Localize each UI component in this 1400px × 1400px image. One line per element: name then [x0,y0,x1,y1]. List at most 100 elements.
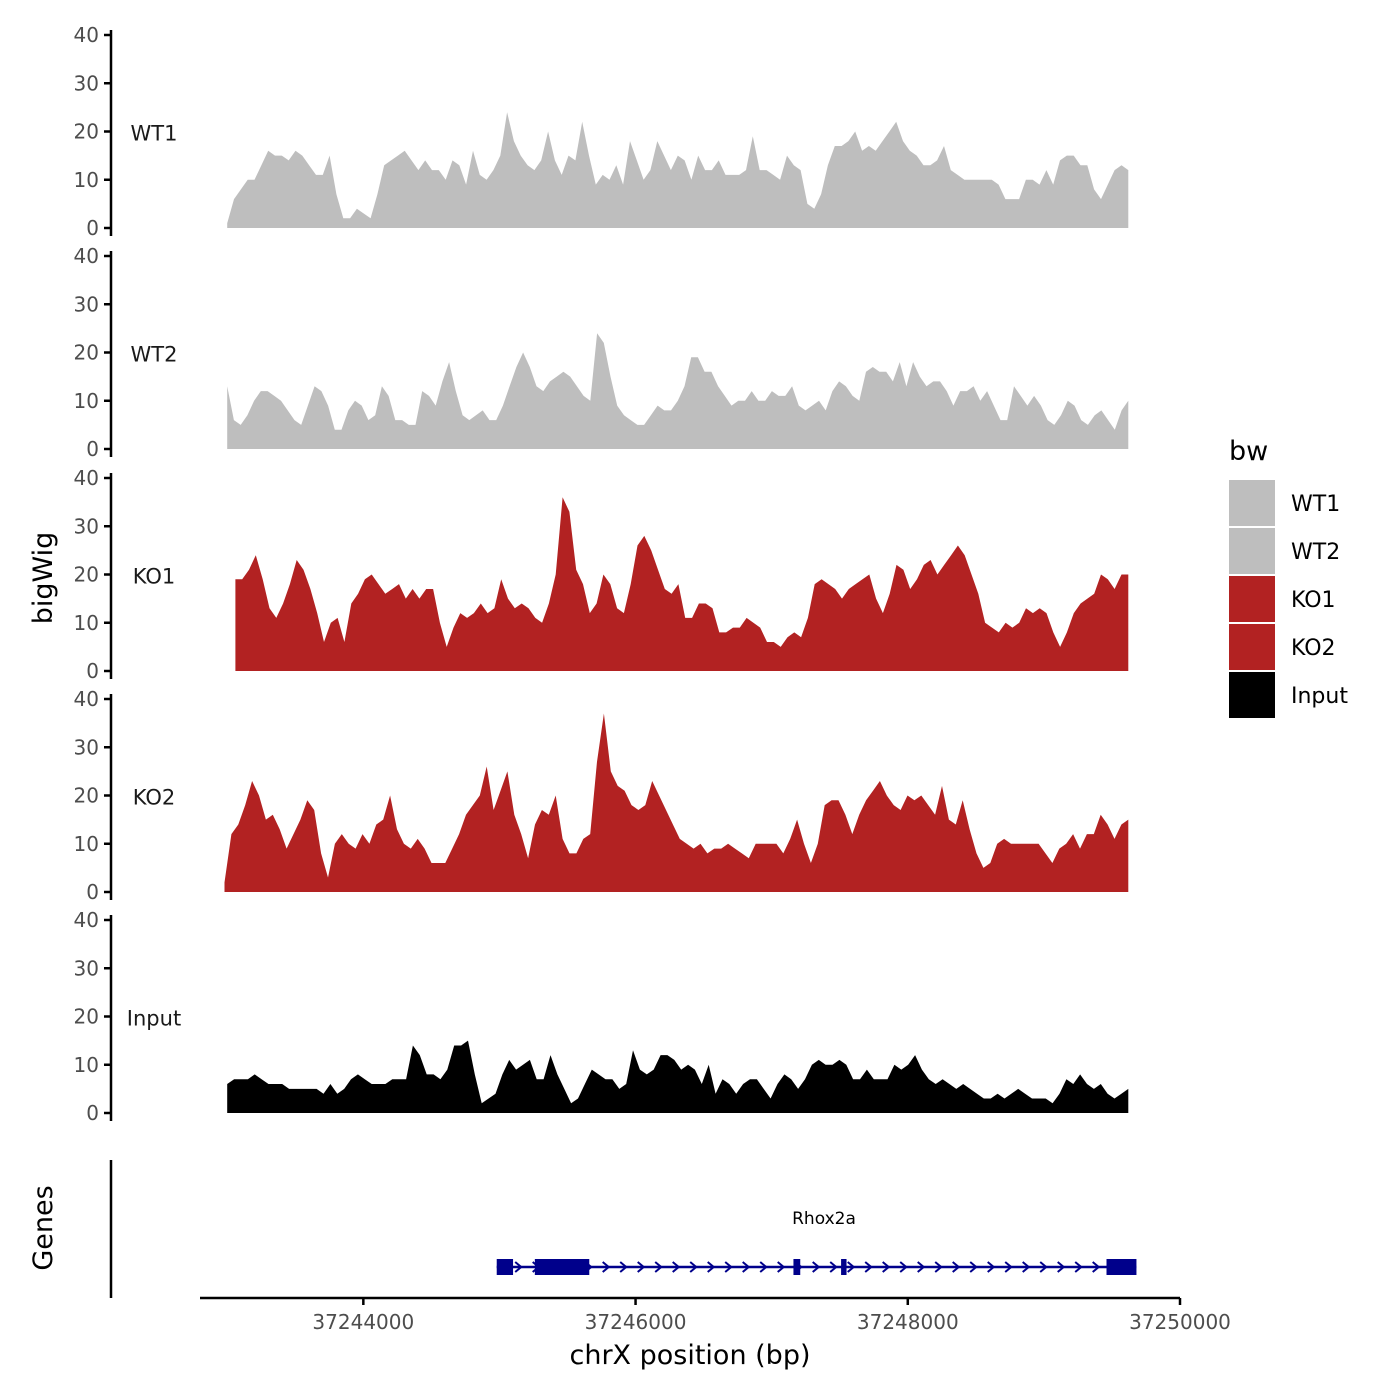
signal-area-wt1 [227,112,1129,228]
y-tick-label: 0 [86,437,99,461]
y-tick-label: 20 [74,341,99,365]
legend-swatch-ko2 [1229,624,1275,670]
strand-arrow [707,1261,716,1273]
panel-input: 0 10 20 30 40 Input [74,908,1129,1125]
y-tick-label: 20 [74,563,99,587]
gene-panel: Genes Rhox2a [28,1160,1137,1298]
panel-wt2: 0 10 20 30 40 WT2 [74,244,1129,461]
y-tick-label: 0 [86,659,99,683]
track-label-wt1: WT1 [131,122,178,146]
strand-arrow [1022,1261,1031,1273]
strand-arrow [882,1261,891,1273]
track-label-wt2: WT2 [131,343,178,367]
strand-arrow [742,1261,751,1273]
strand-arrow [1039,1261,1048,1273]
gene-exon [793,1259,801,1275]
strand-arrow [1057,1261,1066,1273]
x-tick-label: 37250000 [1129,1310,1231,1334]
x-tick-label: 37246000 [585,1310,687,1334]
strand-arrow [654,1261,663,1273]
gene-exon [496,1259,514,1275]
x-ticks: 37244000 37246000 37248000 37250000 [312,1298,1231,1334]
panel-ko1: 0 10 20 30 40 KO1 [74,466,1129,683]
legend-swatch-ko1 [1229,576,1275,622]
legend-label-wt1: WT1 [1291,492,1340,517]
gene-exon [1106,1259,1137,1275]
strand-arrow [969,1261,978,1273]
y-tick-label: 30 [74,71,99,95]
y-tick-label: 0 [86,1101,99,1125]
gene-model [496,1259,1137,1275]
strand-arrow [724,1261,733,1273]
strand-arrow [602,1261,611,1273]
x-axis: 37244000 37246000 37248000 37250000 chrX po… [200,1296,1231,1371]
legend-swatch-wt2 [1229,528,1275,574]
strand-arrow [864,1261,873,1273]
x-tick-label: 37248000 [857,1310,959,1334]
y-tick-label: 10 [74,611,99,635]
signal-area-ko2 [224,713,1129,892]
y-tick-label: 20 [74,1005,99,1029]
panel-ko2: 0 10 20 30 40 KO2 [74,687,1129,904]
strand-arrow [637,1261,646,1273]
legend-swatch-input [1229,672,1275,718]
y-tick-label: 40 [74,908,99,932]
strand-arrow [829,1261,838,1273]
panel-wt1: 0 10 20 30 40 WT1 [74,23,1129,240]
strand-arrow [812,1261,821,1273]
signal-area-input [227,1040,1129,1113]
legend: bw WT1 WT2 KO1 KO2 Input [1229,436,1348,718]
strand-arrow [1092,1261,1101,1273]
x-tick-label: 37244000 [312,1310,414,1334]
y-tick-label: 10 [74,168,99,192]
strand-arrow [1004,1261,1013,1273]
signal-area-ko1 [235,497,1129,671]
y-tick-label: 40 [74,687,99,711]
legend-label-ko2: KO2 [1291,636,1336,661]
gene-exon [841,1259,847,1275]
legend-label-wt2: WT2 [1291,540,1340,565]
signal-area-wt2 [227,333,1129,449]
x-axis-title: chrX position (bp) [569,1340,810,1371]
strand-arrow [952,1261,961,1273]
y-tick-label: 40 [74,244,99,268]
y-tick-label: 30 [74,956,99,980]
strand-arrow [777,1261,786,1273]
y-axis-title: bigWig [28,532,59,625]
y-tick-label: 20 [74,120,99,144]
y-tick-label: 0 [86,880,99,904]
strand-arrow [619,1261,628,1273]
genes-axis-title: Genes [28,1185,59,1270]
gene-name-label: Rhox2a [792,1209,856,1229]
strand-arrow [847,1261,856,1273]
y-tick-label: 10 [74,1053,99,1077]
legend-label-input: Input [1291,684,1348,709]
track-label-input: Input [127,1007,181,1031]
strand-arrow [759,1261,768,1273]
legend-label-ko1: KO1 [1291,588,1336,613]
signal-panels: 0 10 20 30 40 WT1 0 10 20 30 40 WT2 0 10 20 30 40 KO1 0 10 2… [74,23,1129,1125]
gene-exon [534,1259,590,1275]
strand-arrow [514,1261,523,1273]
legend-title: bw [1229,436,1268,467]
strand-arrow [917,1261,926,1273]
strand-arrow [672,1261,681,1273]
y-tick-label: 30 [74,735,99,759]
y-tick-label: 20 [74,784,99,808]
y-tick-label: 10 [74,389,99,413]
y-tick-label: 0 [86,216,99,240]
strand-arrow [934,1261,943,1273]
y-tick-label: 10 [74,832,99,856]
strand-arrow [1074,1261,1083,1273]
strand-arrow [899,1261,908,1273]
y-tick-label: 30 [74,514,99,538]
y-tick-label: 40 [74,466,99,490]
strand-arrow [689,1261,698,1273]
strand-arrow [987,1261,996,1273]
legend-swatch-wt1 [1229,480,1275,526]
legend-items: WT1 WT2 KO1 KO2 Input [1229,480,1348,718]
y-tick-label: 40 [74,23,99,47]
track-label-ko1: KO1 [133,565,176,589]
track-label-ko2: KO2 [133,786,176,810]
